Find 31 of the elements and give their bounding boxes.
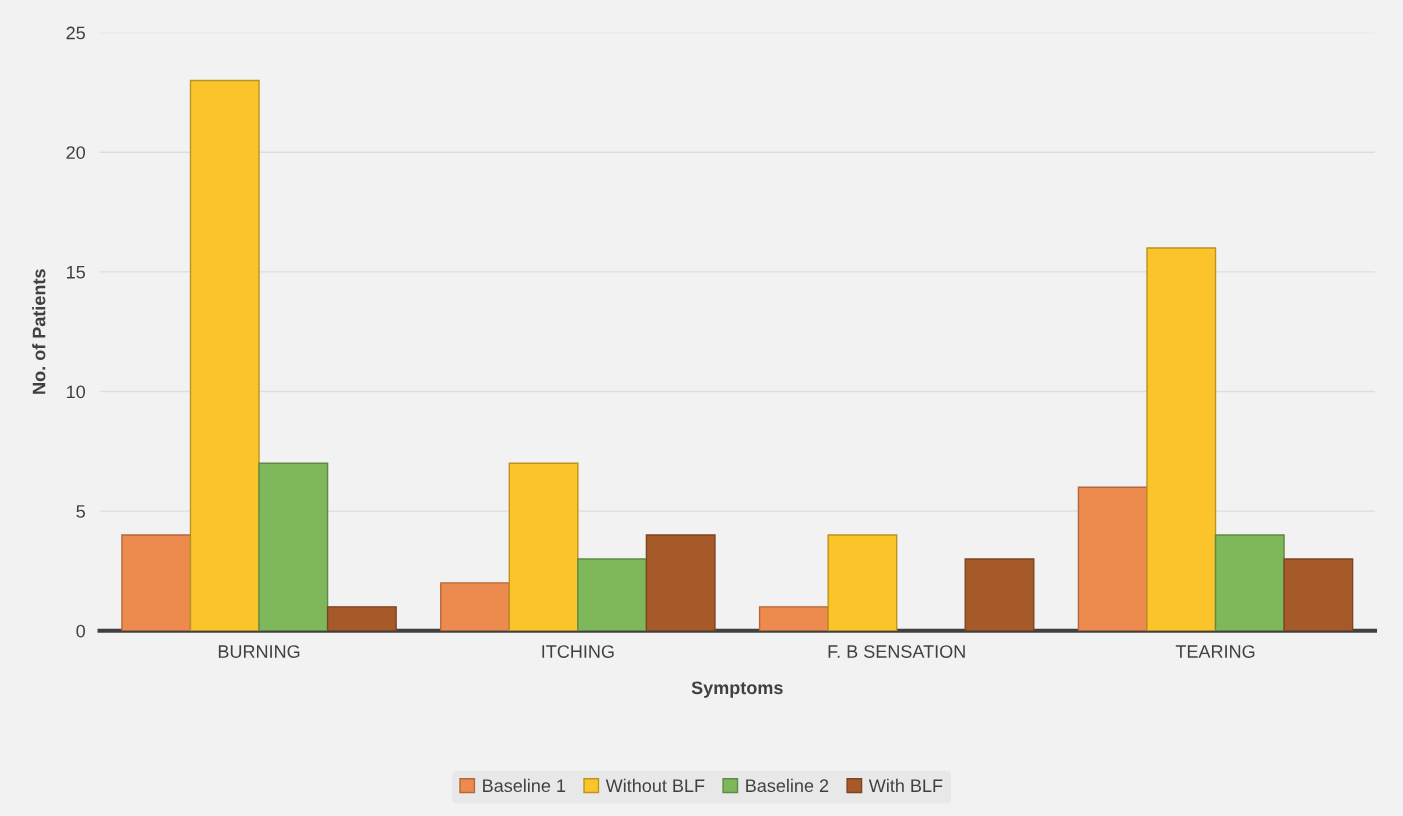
x-tick-label: BURNING <box>218 645 300 658</box>
bar <box>508 462 579 631</box>
x-tick-label: F. B SENSATION <box>828 645 965 658</box>
y-tick-label: 10 <box>67 385 86 399</box>
y-axis-title: No. of Patients <box>32 269 46 394</box>
y-tick-label: 5 <box>76 505 85 518</box>
bar <box>758 606 829 631</box>
legend-label: Baseline 1 <box>483 778 566 793</box>
x-axis-title: Symptoms <box>691 681 783 698</box>
bar <box>440 582 511 631</box>
bar <box>1077 486 1148 631</box>
bar <box>1146 247 1217 631</box>
bar <box>258 462 329 631</box>
bar <box>189 79 260 631</box>
bar <box>645 534 716 631</box>
legend-label: Without BLF <box>605 778 705 793</box>
legend-label: With BLF <box>868 778 943 793</box>
bar <box>577 558 648 631</box>
bar <box>1283 558 1354 631</box>
bar <box>964 558 1035 631</box>
y-tick-label: 25 <box>66 26 85 40</box>
y-tick-label: 20 <box>66 146 86 159</box>
bar <box>121 534 192 631</box>
bar <box>1214 534 1285 631</box>
legend-label: Baseline 2 <box>746 778 829 793</box>
x-tick-label: TEARING <box>1175 645 1255 658</box>
x-tick-label: ITCHING <box>542 645 614 658</box>
bar <box>326 606 397 631</box>
y-tick-label: 0 <box>76 624 86 638</box>
bar <box>827 534 898 631</box>
y-tick-label: 15 <box>67 266 85 279</box>
